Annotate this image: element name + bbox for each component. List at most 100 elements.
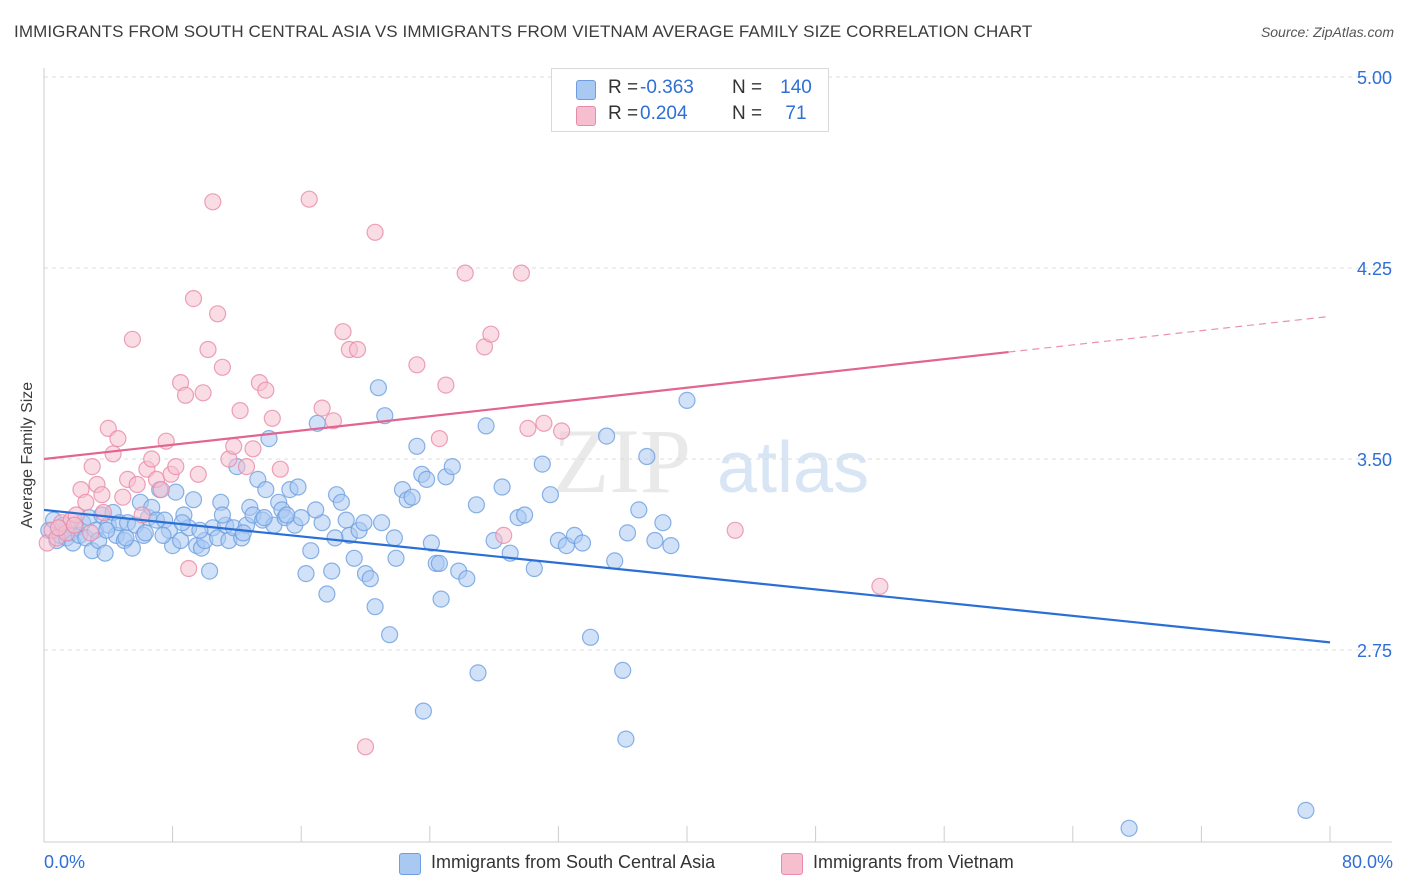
point-south-central-asia bbox=[469, 664, 487, 682]
point-vietnam bbox=[176, 386, 195, 404]
point-vietnam bbox=[495, 526, 513, 545]
legend-n-label: N = bbox=[732, 103, 763, 124]
point-vietnam bbox=[204, 193, 222, 211]
point-south-central-asia bbox=[366, 598, 384, 616]
point-vietnam bbox=[189, 465, 207, 483]
point-south-central-asia bbox=[234, 524, 252, 542]
point-south-central-asia bbox=[184, 491, 203, 509]
point-south-central-asia bbox=[617, 730, 635, 748]
point-vietnam bbox=[552, 422, 571, 440]
point-vietnam bbox=[209, 305, 227, 323]
y-tick-label: 4.25 bbox=[1357, 259, 1392, 279]
point-south-central-asia bbox=[662, 536, 680, 555]
chart-title: IMMIGRANTS FROM SOUTH CENTRAL ASIA VS IM… bbox=[14, 22, 1033, 41]
point-vietnam bbox=[324, 412, 342, 430]
point-south-central-asia bbox=[515, 506, 534, 524]
point-south-central-asia bbox=[332, 493, 350, 511]
y-axis-title: Average Family Size bbox=[19, 381, 36, 529]
point-south-central-asia bbox=[618, 524, 637, 542]
point-south-central-asia bbox=[408, 437, 426, 455]
point-south-central-asia bbox=[606, 552, 624, 570]
bottom-legend-swatch-pink bbox=[781, 853, 803, 875]
point-vietnam bbox=[49, 519, 68, 537]
point-south-central-asia bbox=[323, 562, 341, 580]
point-vietnam bbox=[213, 358, 231, 376]
point-vietnam bbox=[237, 458, 256, 476]
point-south-central-asia bbox=[373, 514, 391, 532]
legend-r-label: R = bbox=[608, 103, 639, 124]
watermark: ZIP atlas bbox=[553, 410, 869, 512]
point-vietnam bbox=[726, 521, 744, 539]
point-vietnam bbox=[437, 376, 455, 394]
point-south-central-asia bbox=[213, 506, 231, 524]
point-vietnam bbox=[257, 381, 275, 399]
point-vietnam bbox=[143, 450, 161, 468]
legend-r-value: 0.204 bbox=[640, 103, 688, 124]
point-vietnam bbox=[93, 486, 111, 504]
point-south-central-asia bbox=[385, 529, 403, 547]
legend-r-value: -0.363 bbox=[640, 77, 694, 98]
point-vietnam bbox=[300, 190, 318, 208]
point-south-central-asia bbox=[477, 417, 495, 435]
point-vietnam bbox=[114, 488, 132, 506]
bottom-legend-swatch-blue bbox=[399, 853, 421, 875]
point-vietnam bbox=[194, 384, 212, 402]
point-south-central-asia bbox=[369, 379, 387, 397]
trend-line-vietnam bbox=[43, 350, 1009, 461]
x-tick-label-min: 0.0% bbox=[44, 852, 86, 872]
point-south-central-asia bbox=[289, 478, 307, 496]
point-south-central-asia bbox=[387, 549, 405, 567]
point-south-central-asia bbox=[430, 554, 448, 573]
point-south-central-asia bbox=[1297, 801, 1315, 820]
correlation-legend: R = -0.363 N = 140 R = 0.204 N = 71 bbox=[551, 68, 829, 132]
point-south-central-asia bbox=[638, 447, 656, 466]
point-south-central-asia bbox=[257, 481, 275, 499]
point-vietnam bbox=[244, 440, 262, 458]
point-vietnam bbox=[456, 264, 474, 282]
point-south-central-asia bbox=[1120, 819, 1138, 837]
point-vietnam bbox=[123, 330, 141, 348]
point-south-central-asia bbox=[533, 455, 551, 473]
point-south-central-asia bbox=[292, 508, 310, 527]
point-south-central-asia bbox=[678, 391, 696, 409]
point-south-central-asia bbox=[597, 427, 616, 445]
point-vietnam bbox=[128, 475, 146, 494]
point-vietnam bbox=[263, 409, 281, 427]
point-south-central-asia bbox=[302, 542, 320, 560]
point-south-central-asia bbox=[345, 549, 363, 567]
watermark-atlas: atlas bbox=[717, 428, 869, 508]
point-south-central-asia bbox=[297, 564, 315, 583]
point-vietnam bbox=[81, 524, 100, 542]
bottom-legend-label: Immigrants from Vietnam bbox=[813, 852, 1014, 872]
point-vietnam bbox=[430, 430, 448, 448]
point-vietnam bbox=[65, 516, 84, 534]
point-south-central-asia bbox=[541, 486, 560, 504]
point-south-central-asia bbox=[96, 544, 114, 562]
legend-swatch-blue bbox=[576, 80, 596, 100]
y-tick-label: 5.00 bbox=[1357, 68, 1392, 88]
legend-r-label: R = bbox=[608, 77, 639, 98]
y-tick-label: 3.50 bbox=[1357, 450, 1392, 470]
point-south-central-asia bbox=[172, 531, 190, 550]
point-vietnam bbox=[184, 290, 203, 308]
point-south-central-asia bbox=[154, 526, 172, 545]
point-south-central-asia bbox=[167, 483, 185, 501]
point-south-central-asia bbox=[418, 470, 436, 488]
point-vietnam bbox=[180, 559, 198, 578]
point-vietnam bbox=[271, 460, 289, 478]
point-vietnam bbox=[512, 264, 531, 282]
point-south-central-asia bbox=[337, 511, 355, 529]
point-vietnam bbox=[348, 340, 367, 359]
point-south-central-asia bbox=[255, 508, 273, 527]
point-vietnam bbox=[231, 402, 249, 420]
point-south-central-asia bbox=[432, 590, 450, 608]
source-label: Source: ZipAtlas.com bbox=[1260, 24, 1394, 40]
point-vietnam bbox=[104, 445, 122, 463]
watermark-zip: ZIP bbox=[553, 410, 691, 512]
point-south-central-asia bbox=[614, 661, 632, 680]
point-vietnam bbox=[83, 458, 101, 476]
point-vietnam bbox=[109, 430, 127, 448]
point-south-central-asia bbox=[654, 514, 672, 532]
point-south-central-asia bbox=[646, 531, 664, 550]
